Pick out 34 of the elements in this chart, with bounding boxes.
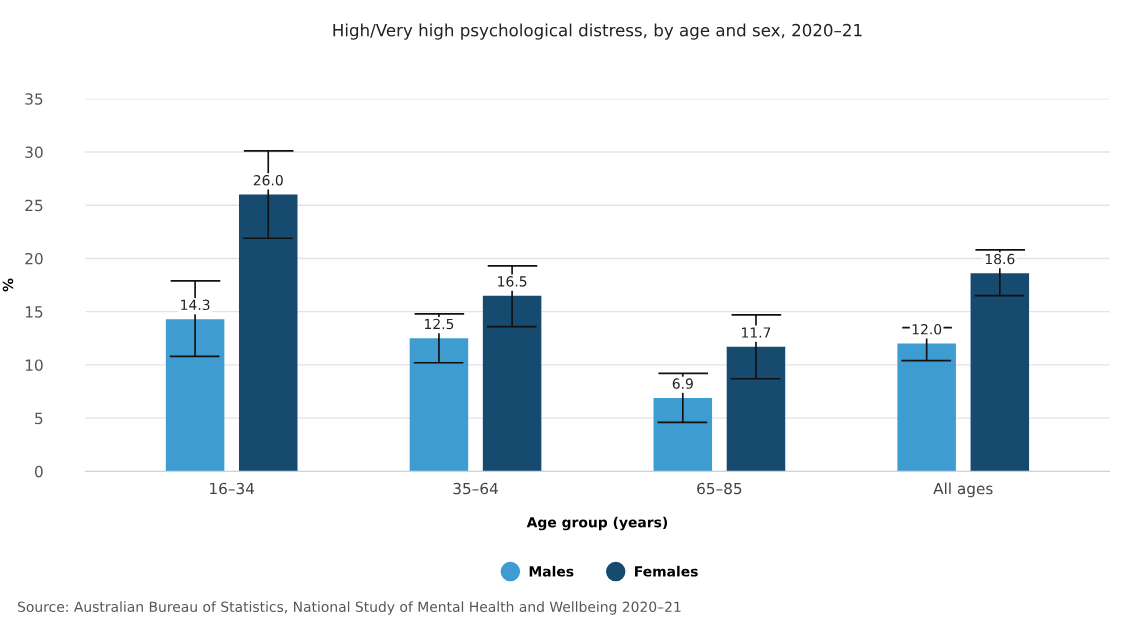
y-tick-label: 15 [25, 306, 43, 318]
bar [970, 273, 1030, 472]
y-axis-title: % [2, 278, 14, 292]
data-label: 26.0 [253, 174, 283, 186]
bar [482, 295, 542, 472]
data-label: 6.9 [672, 378, 693, 389]
y-tick-label: 10 [25, 359, 43, 371]
bar [653, 397, 713, 472]
y-tick-label: 30 [25, 146, 43, 158]
x-tick-label: 65–85 [697, 482, 742, 495]
bar [726, 346, 786, 472]
bar [897, 343, 956, 472]
y-tick-label: 20 [25, 252, 43, 265]
legend-label: Females [635, 565, 698, 577]
bar [165, 319, 225, 472]
data-label: 12.5 [425, 318, 454, 330]
source-note: Source: Australian Bureau of Statistics, National Study of Mental Health and Wellbeing 2020–21 [17, 601, 681, 615]
bar [238, 194, 298, 472]
data-label: 14.3 [181, 299, 210, 311]
x-axis-title: Age group (years) [526, 516, 668, 531]
data-label: 11.7 [742, 327, 771, 338]
x-tick-label: All ages [933, 482, 993, 498]
y-tick-label: 5 [35, 412, 43, 425]
y-tick-label: 25 [25, 199, 43, 212]
x-tick-label: 16–34 [210, 482, 255, 495]
legend-label: Males [529, 565, 574, 577]
bar [409, 338, 469, 472]
chart-title: High/Very high psychological distress, by age and sex, 2020–21 [333, 23, 862, 40]
y-tick-label: 35 [25, 93, 43, 105]
data-label: 16.5 [498, 276, 527, 287]
data-label: 12.0 [912, 324, 942, 335]
y-tick-label: 0 [34, 465, 43, 478]
x-tick-label: 35–64 [453, 482, 498, 495]
data-label: 18.6 [985, 253, 1015, 265]
